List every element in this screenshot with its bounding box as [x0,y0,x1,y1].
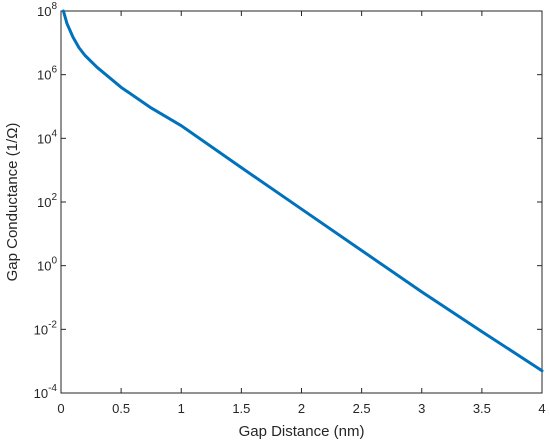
y-tick-label: 100 [37,256,57,274]
x-axis-title: Gap Distance (nm) [239,423,365,440]
series-layer [61,9,544,373]
y-axis-title: Gap Conductance (1/Ω) [4,123,21,282]
y-tick-label: 104 [37,128,57,146]
series-line [61,9,544,373]
y-tick-label: 106 [37,65,57,83]
y-tick-label: 10-4 [34,383,58,401]
x-tick-label: 2.5 [353,401,371,416]
x-tick-label: 0 [57,401,64,416]
plot-area [60,10,543,394]
x-tick-label: 2 [298,401,305,416]
x-tick-label: 0.5 [112,401,130,416]
x-tick-label: 1 [178,401,185,416]
x-tick-label: 1.5 [232,401,250,416]
x-tick-label: 4 [538,401,545,416]
x-tick-label: 3.5 [473,401,491,416]
y-tick-label: 108 [37,1,57,19]
y-axis-ticks: 10-4 10-2 100 102 104 106 108 [34,1,542,401]
y-tick-label: 10-2 [34,319,58,337]
y-tick-label: 102 [37,192,57,210]
x-tick-label: 3 [418,401,425,416]
x-axis-ticks: 0 0.5 1 1.5 2 2.5 3 3.5 4 [57,11,546,416]
